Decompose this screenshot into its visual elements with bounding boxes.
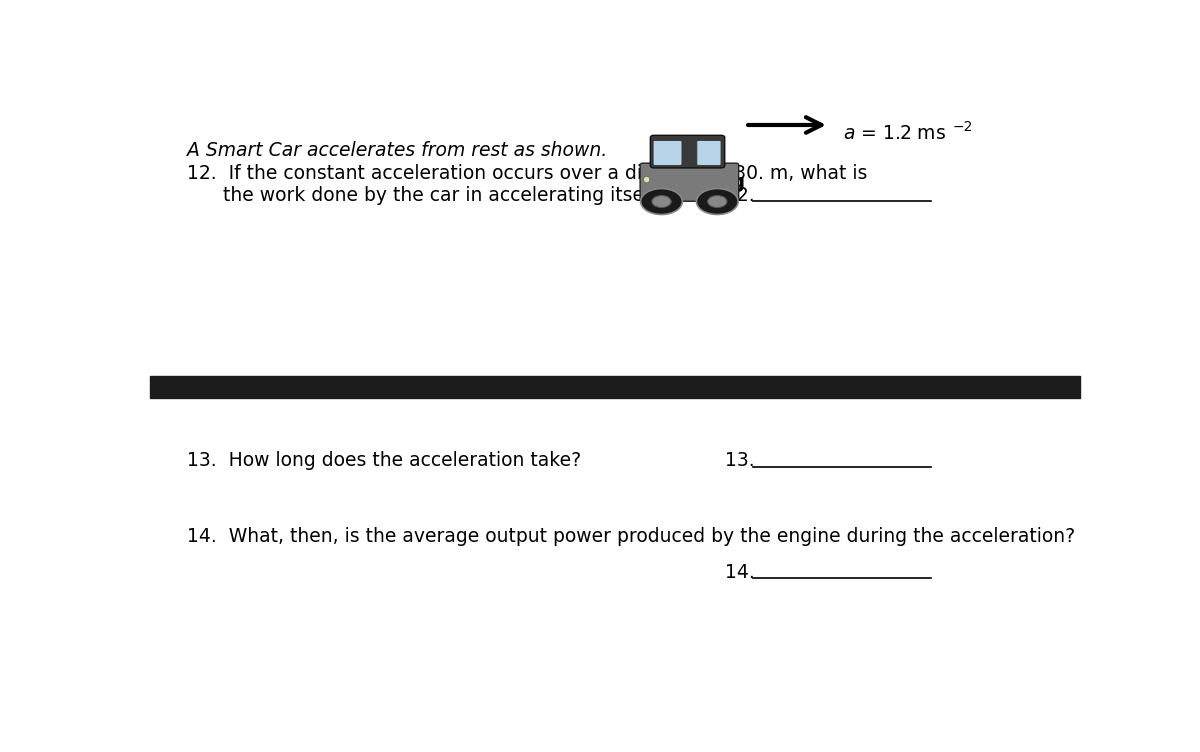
Text: the work done by the car in accelerating itself?: the work done by the car in accelerating… bbox=[187, 186, 666, 205]
FancyBboxPatch shape bbox=[650, 135, 725, 168]
Bar bbox=[150, 376, 1080, 399]
FancyBboxPatch shape bbox=[697, 141, 721, 165]
Text: $\mathit{a}$ = 1.2 ms: $\mathit{a}$ = 1.2 ms bbox=[842, 124, 946, 143]
Text: −2: −2 bbox=[953, 120, 973, 134]
Text: 14.: 14. bbox=[725, 562, 755, 581]
Text: 12.  If the constant acceleration occurs over a distance of 30. m, what is: 12. If the constant acceleration occurs … bbox=[187, 164, 868, 183]
Circle shape bbox=[641, 189, 683, 214]
Text: A Smart Car accelerates from rest as shown.: A Smart Car accelerates from rest as sho… bbox=[187, 141, 607, 160]
Text: 860 kg: 860 kg bbox=[671, 174, 745, 193]
Circle shape bbox=[652, 196, 671, 208]
Text: 13.: 13. bbox=[725, 451, 755, 470]
Text: 14.  What, then, is the average output power produced by the engine during the a: 14. What, then, is the average output po… bbox=[187, 526, 1075, 546]
Circle shape bbox=[708, 196, 727, 208]
Ellipse shape bbox=[643, 176, 650, 183]
Circle shape bbox=[696, 189, 738, 214]
FancyBboxPatch shape bbox=[653, 141, 682, 165]
Text: 13.  How long does the acceleration take?: 13. How long does the acceleration take? bbox=[187, 451, 581, 470]
FancyBboxPatch shape bbox=[640, 163, 739, 202]
Text: 12.: 12. bbox=[725, 186, 755, 205]
